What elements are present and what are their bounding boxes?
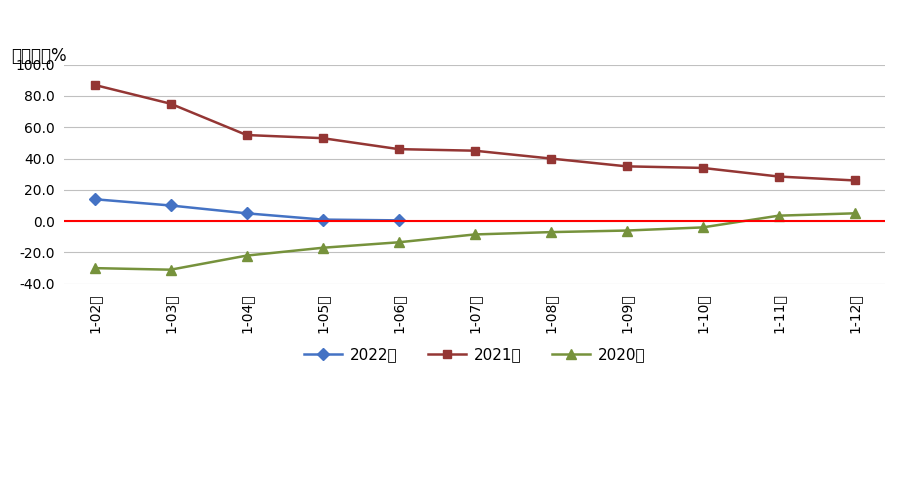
2020年 — [166, 267, 176, 273]
2020年 — [773, 213, 784, 219]
Line: 2022年: 2022年 — [91, 195, 403, 224]
Legend: 2022年, 2021年, 2020年: 2022年, 2021年, 2020年 — [298, 341, 652, 368]
2020年 — [317, 245, 328, 251]
2021年 — [773, 174, 784, 180]
2021年 — [698, 165, 708, 171]
Line: 2021年: 2021年 — [91, 81, 859, 184]
2020年 — [850, 210, 860, 216]
2020年 — [393, 239, 404, 245]
2022年 — [166, 203, 176, 208]
2021年 — [166, 101, 176, 107]
2021年 — [241, 132, 252, 138]
2021年 — [545, 156, 556, 162]
2021年 — [850, 178, 860, 183]
2022年 — [241, 210, 252, 216]
2022年 — [89, 196, 100, 202]
Text: 同比增速%: 同比增速% — [11, 47, 67, 65]
2021年 — [621, 163, 632, 169]
2021年 — [317, 135, 328, 141]
2022年 — [393, 218, 404, 224]
2020年 — [241, 253, 252, 259]
2022年 — [317, 217, 328, 223]
2020年 — [621, 227, 632, 233]
2020年 — [89, 265, 100, 271]
2021年 — [469, 148, 480, 154]
2020年 — [469, 231, 480, 237]
2020年 — [545, 229, 556, 235]
2020年 — [698, 224, 708, 230]
2021年 — [393, 146, 404, 152]
2021年 — [89, 82, 100, 88]
Line: 2020年: 2020年 — [90, 208, 860, 275]
